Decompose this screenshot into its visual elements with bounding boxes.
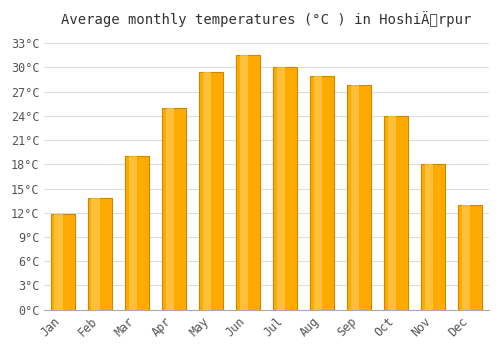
Bar <box>276 68 285 310</box>
Bar <box>314 76 322 310</box>
Bar <box>310 76 334 310</box>
Bar <box>273 68 297 310</box>
Bar <box>128 156 137 310</box>
Bar <box>125 156 149 310</box>
Bar <box>54 215 63 310</box>
Bar <box>236 55 260 310</box>
Bar <box>199 71 223 310</box>
Bar <box>350 85 359 310</box>
Bar <box>384 116 408 310</box>
Bar <box>166 108 174 310</box>
Bar <box>458 205 482 310</box>
Bar <box>462 205 470 310</box>
Bar <box>425 164 433 310</box>
Bar <box>92 198 100 310</box>
Bar <box>162 108 186 310</box>
Bar <box>347 85 372 310</box>
Bar <box>202 71 211 310</box>
Bar <box>422 164 446 310</box>
Bar <box>388 116 396 310</box>
Bar <box>51 215 75 310</box>
Title: Average monthly temperatures (°C ) in HoshiÄrpur: Average monthly temperatures (°C ) in Ho… <box>62 11 472 27</box>
Bar <box>88 198 112 310</box>
Bar <box>240 55 248 310</box>
